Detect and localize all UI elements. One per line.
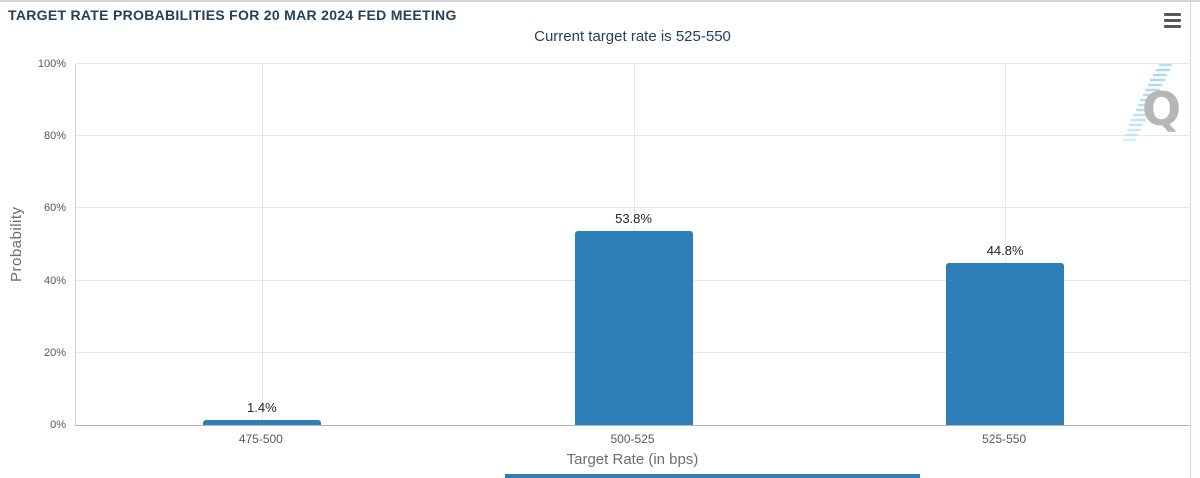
y-tick-label: 60% [43, 202, 66, 215]
bottom-blue-strip [505, 474, 920, 478]
hamburger-icon [1164, 13, 1181, 16]
bar-value-label: 53.8% [615, 210, 652, 226]
quikstrike-q-watermark-icon: Q [1122, 64, 1181, 142]
y-tick-label: 0% [50, 419, 66, 431]
gridline-vertical [261, 64, 263, 425]
y-tick-label: 20% [43, 346, 66, 359]
chart-subtitle: Current target rate is 525-550 [534, 28, 731, 45]
x-axis-title: Target Rate (in bps) [566, 451, 699, 468]
probability-bar[interactable] [202, 419, 321, 425]
hamburger-icon [1164, 19, 1181, 22]
gridline-horizontal [76, 63, 1191, 64]
x-category-label: 475-500 [238, 432, 283, 446]
y-tick-label: 80% [43, 130, 66, 143]
x-axis-category-labels: 475-500 500-525 525-550 [75, 426, 1190, 446]
y-tick-label: 100% [37, 58, 66, 70]
x-category-label: 500-525 [610, 432, 655, 446]
bar-value-label: 1.4% [247, 399, 277, 415]
chart-title: TARGET RATE PROBABILITIES FOR 20 MAR 202… [8, 7, 457, 23]
scrollbar-track[interactable] [1190, 2, 1200, 478]
probability-bar[interactable] [574, 230, 693, 425]
plot-area: 1.4% 53.8% 44.8% [75, 63, 1191, 426]
svg-text:Q: Q [1142, 82, 1181, 136]
hamburger-icon [1164, 25, 1181, 28]
probability-bar[interactable] [946, 263, 1065, 425]
bar-value-label: 44.8% [986, 243, 1024, 259]
chart-context-menu-button[interactable] [1164, 13, 1181, 28]
y-tick-label: 40% [43, 274, 66, 287]
gridline-vertical [1005, 64, 1007, 425]
x-category-label: 525-550 [982, 432, 1027, 446]
y-axis-tick-labels: 0% 20% 40% 60% 80% 100% [0, 58, 68, 431]
